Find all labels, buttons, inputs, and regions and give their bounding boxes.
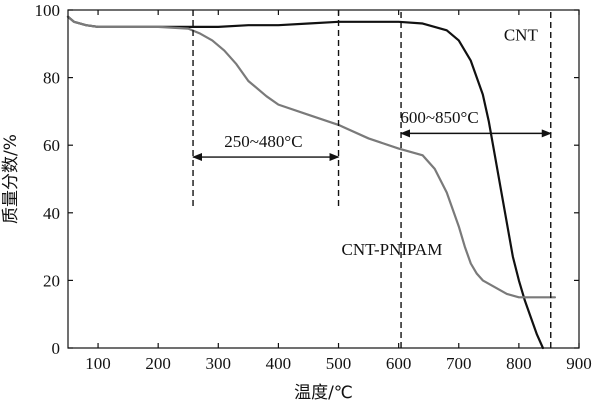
y-tick-label: 20 [43, 271, 60, 290]
y-tick-label: 100 [35, 1, 61, 20]
x-axis-title: 温度/℃ [294, 383, 353, 403]
y-tick-label: 60 [43, 136, 60, 155]
reference-lines [192, 10, 552, 348]
series-layer: CNT CNT-PNIPAM [66, 15, 557, 350]
series-label: CNT-PNIPAM [342, 240, 443, 259]
series-line-cnt-pnipam [66, 15, 557, 299]
series-line-cnt [66, 15, 545, 350]
y-tick-label: 40 [43, 204, 60, 223]
x-tick-label: 600 [386, 354, 412, 373]
x-tick-label: 800 [506, 354, 532, 373]
x-tick-label: 400 [266, 354, 292, 373]
range-label: 250~480°C [224, 132, 302, 151]
annotations: 250~480°C 600~850°C [192, 108, 552, 162]
y-tick-label: 0 [52, 339, 61, 358]
plot-frame [67, 9, 580, 349]
y-axis-title: 质量分数/% [1, 134, 21, 224]
ticks: 100 200 300 400 500 600 700 800 900 0 20 40 60 80 100 [35, 1, 592, 373]
series-label: CNT [504, 25, 539, 44]
x-tick-label: 100 [85, 354, 111, 373]
y-tick-label: 80 [43, 69, 60, 88]
x-tick-label: 300 [206, 354, 232, 373]
range-label: 600~850°C [400, 108, 478, 127]
x-tick-label: 700 [446, 354, 472, 373]
x-tick-label: 900 [566, 354, 592, 373]
x-tick-label: 200 [145, 354, 171, 373]
x-tick-label: 500 [326, 354, 352, 373]
